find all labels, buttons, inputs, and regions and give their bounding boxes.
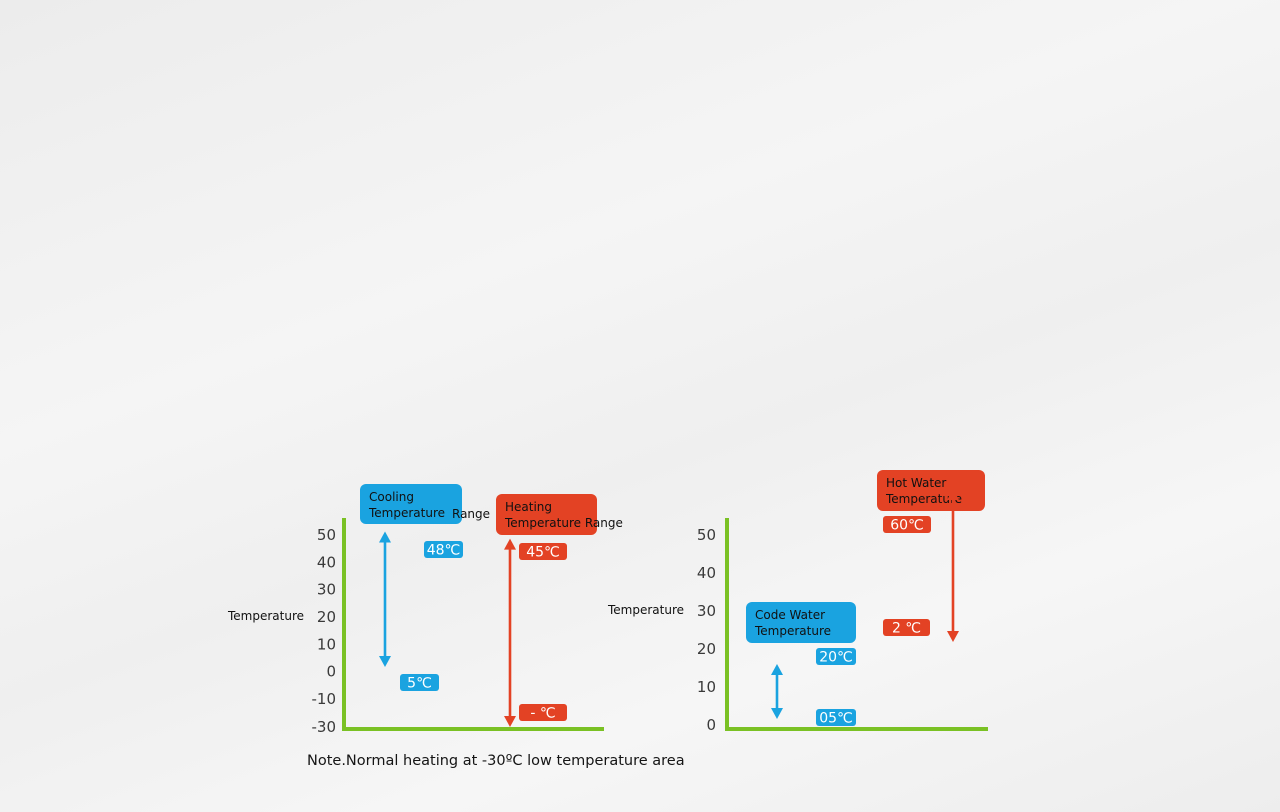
cooling-max-badge-text: 48℃ <box>427 543 461 559</box>
heating-range-label-line-1: Temperature Range <box>504 516 623 530</box>
cold-water-label-bg <box>746 602 856 643</box>
hot-water-arrow-head-up <box>947 489 959 500</box>
chart-1-tick-label: 10 <box>317 635 336 653</box>
heating-range-arrow-head-down <box>504 716 516 727</box>
chart-1-tick-label: 40 <box>317 553 336 571</box>
cold-water-min-badge-text: 05℃ <box>819 711 853 727</box>
heating-range-label-line-0: Heating <box>505 500 552 514</box>
heating-min-badge-text: - ℃ <box>530 706 555 722</box>
chart-1-tick-label: -30 <box>312 718 337 736</box>
cooling-range-arrow-head-down <box>379 655 391 667</box>
cooling-min-badge: 5℃ <box>400 674 439 692</box>
heating-max-badge: 45℃ <box>519 543 567 561</box>
hot-water-label: Hot Water Temperature <box>877 470 985 511</box>
heating-min-badge: - ℃ <box>519 704 567 722</box>
chart-1-y-axis-title: Temperature <box>227 609 304 623</box>
heating-max-badge-text: 45℃ <box>526 545 560 561</box>
cold-water-max-badge-bg <box>816 648 856 665</box>
cooling-range-label: Cooling Temperature Range <box>360 484 490 524</box>
chart-1-tick-label: -10 <box>312 690 337 708</box>
cold-water-max-badge-text: 20℃ <box>819 650 853 666</box>
cooling-range-label-extra: Range <box>452 507 490 521</box>
cooling-range-label-line-0: Cooling <box>369 490 414 504</box>
chart-2-tick-label: 30 <box>697 602 716 620</box>
cold-water-arrow-head-up <box>771 664 783 675</box>
chart-1-tick-label: 30 <box>317 581 336 599</box>
cold-water-min-badge: 05℃ <box>816 709 856 727</box>
cooling-range-arrow <box>379 531 391 667</box>
heating-min-badge-bg <box>519 704 567 721</box>
cooling-max-badge-bg <box>424 541 463 558</box>
cold-water-arrow <box>771 664 783 719</box>
cold-water-label-line-1: Temperature <box>754 624 831 638</box>
heating-range-arrow-head-up <box>504 538 516 550</box>
chart-2-tick-label: 20 <box>697 640 716 658</box>
cooling-range-label-bg <box>360 484 462 524</box>
cooling-max-badge: 48℃ <box>424 541 463 559</box>
hot-water-label-line-1: Temperature <box>885 492 962 506</box>
chart-2-tick-label: 10 <box>697 678 716 696</box>
heating-range-arrow <box>504 538 516 727</box>
cold-water-arrow-head-down <box>771 708 783 719</box>
chart-2-y-axis-title: Temperature <box>607 603 684 617</box>
hot-water-max-badge-bg <box>883 516 931 533</box>
heating-max-badge-bg <box>519 543 567 560</box>
cold-water-label: Code Water Temperature <box>746 602 856 643</box>
hot-water-arrow <box>947 489 959 642</box>
cold-water-min-badge-bg <box>816 709 856 726</box>
chart-2-tick-label: 50 <box>697 526 716 544</box>
chart-2-tick-label: 40 <box>697 564 716 582</box>
cold-water-max-badge: 20℃ <box>816 648 856 666</box>
heating-range-label: Heating Temperature Range <box>496 494 623 535</box>
cooling-min-badge-text: 5℃ <box>407 676 432 692</box>
cold-water-label-line-0: Code Water <box>755 608 825 622</box>
note-text: Note.Normal heating at -30ºC low tempera… <box>307 753 685 769</box>
chart-1-tick-label: 50 <box>317 526 336 544</box>
hot-water-label-line-0: Hot Water <box>886 476 946 490</box>
hot-water-min-badge: 2 ℃ <box>883 619 930 637</box>
hot-water-max-badge-text: 60℃ <box>890 518 924 534</box>
cooling-range-arrow-head-up <box>379 531 391 543</box>
chart-1: 50 40 30 20 10 0 -10 -30 Temperature Cooling Tempe… <box>227 484 623 736</box>
hot-water-label-bg <box>877 470 985 511</box>
hot-water-max-badge: 60℃ <box>883 516 931 534</box>
hot-water-min-badge-bg <box>883 619 930 636</box>
chart-2: 50 40 30 20 10 0 Temperature Code Water Temperat… <box>607 470 988 734</box>
chart-1-tick-label: 20 <box>317 608 336 626</box>
heating-range-label-bg <box>496 494 597 535</box>
hot-water-min-badge-text: 2 ℃ <box>892 621 921 637</box>
chart-2-tick-label: 0 <box>706 716 716 734</box>
cooling-min-badge-bg <box>400 674 439 691</box>
chart-1-tick-label: 0 <box>326 663 336 681</box>
hot-water-arrow-head-down <box>947 631 959 642</box>
cooling-range-label-line-1: Temperature <box>368 506 445 520</box>
